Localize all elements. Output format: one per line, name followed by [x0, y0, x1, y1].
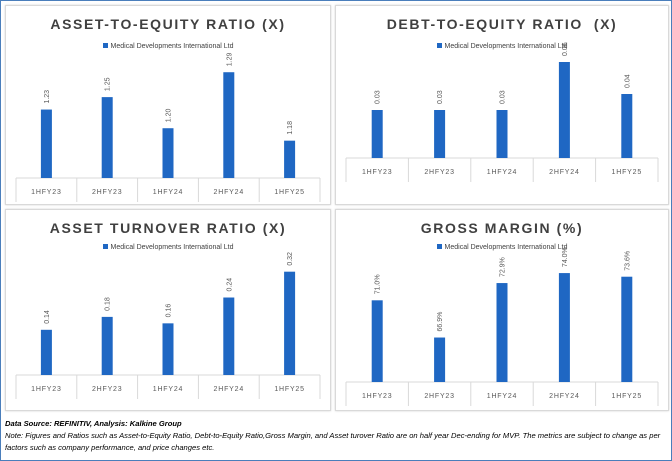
category-tick-label: 1HFY23: [31, 189, 61, 196]
bar: [496, 110, 508, 158]
bar: [434, 110, 446, 158]
chart-title: DEBT-TO-EQUITY RATIO (X): [386, 16, 618, 32]
category-tick-label: 2HFY24: [214, 386, 244, 393]
data-label: 71.0%: [375, 274, 382, 294]
debt-to-equity-chart: 0.03 1HFY23 0.03 2HFY23 0.03 1HFY24 0.06 2HFY24…: [345, 42, 659, 182]
data-label: 0.32: [287, 252, 294, 266]
data-label: 0.06: [562, 42, 569, 56]
data-label: 0.16: [166, 304, 173, 318]
category-tick-label: 2HFY23: [424, 169, 454, 176]
bar: [162, 323, 174, 375]
legend-swatch: [102, 42, 108, 48]
bar: [434, 337, 446, 382]
asset-turnover-chart: 0.14 1HFY23 0.18 2HFY23 0.16 1HFY24 0.24 2HFY24…: [15, 252, 321, 399]
legend-label: Medical Developments International Ltd: [110, 43, 234, 50]
data-label: 0.04: [624, 74, 631, 88]
data-label: 74.0%: [562, 247, 569, 267]
bar: [284, 140, 296, 178]
category-tick-label: 2HFY23: [92, 189, 122, 196]
bar: [284, 271, 296, 375]
category-tick-label: 2HFY24: [214, 189, 244, 196]
legend-swatch: [436, 243, 442, 249]
legend-label: Medical Developments International Ltd: [444, 244, 568, 251]
data-label: 1.18: [287, 121, 294, 135]
category-tick-label: 1HFY24: [487, 169, 517, 176]
bar: [40, 109, 52, 178]
category-tick-label: 2HFY23: [424, 393, 454, 400]
legend-swatch: [102, 243, 108, 249]
data-label: 0.03: [437, 90, 444, 104]
legend-label: Medical Developments International Ltd: [444, 43, 568, 50]
data-source-note: Data Source: REFINITIV, Analysis: Kalkin…: [5, 419, 182, 428]
category-tick-label: 1HFY25: [274, 189, 304, 196]
legend-label: Medical Developments International Ltd: [110, 244, 234, 251]
debt-to-equity-chart-panel: DEBT-TO-EQUITY RATIO (X) Medical Develop…: [335, 5, 669, 205]
chart-legend: Medical Developments International Ltd: [336, 243, 668, 251]
chart-title: ASSET TURNOVER RATIO (X): [49, 220, 287, 236]
category-tick-label: 1HFY24: [153, 189, 183, 196]
bar: [558, 62, 570, 158]
data-label: 0.18: [105, 297, 112, 311]
bar: [371, 300, 383, 382]
data-label: 0.03: [500, 90, 507, 104]
category-tick-label: 1HFY24: [153, 386, 183, 393]
chart-legend: Medical Developments International Ltd: [6, 243, 330, 251]
bar: [40, 329, 52, 375]
bar: [371, 110, 383, 158]
bar: [223, 297, 235, 375]
bar: [162, 128, 174, 178]
data-label: 1.23: [44, 90, 51, 104]
bar: [101, 316, 113, 375]
bar: [621, 276, 633, 382]
bar: [496, 283, 508, 382]
bar: [621, 94, 633, 158]
data-label: 1.20: [166, 108, 173, 122]
data-label: 1.25: [105, 77, 112, 91]
category-tick-label: 1HFY25: [612, 393, 642, 400]
data-label: 0.14: [44, 310, 51, 324]
legend-swatch: [436, 42, 442, 48]
data-label: 73.6%: [624, 251, 631, 271]
category-tick-label: 2HFY24: [549, 393, 579, 400]
category-tick-label: 1HFY23: [362, 169, 392, 176]
data-label: 0.03: [375, 90, 382, 104]
asset-to-equity-chart: 1.23 1HFY23 1.25 2HFY23 1.20 1HFY24 1.29 2HFY24…: [15, 52, 321, 202]
data-label: 0.24: [226, 278, 233, 292]
footer-notes: Data Source: REFINITIV, Analysis: Kalkin…: [5, 418, 669, 454]
category-tick-label: 1HFY23: [362, 393, 392, 400]
asset-turnover-chart-panel: ASSET TURNOVER RATIO (X) Medical Develop…: [5, 209, 331, 411]
bar: [223, 72, 235, 178]
category-tick-label: 1HFY25: [612, 169, 642, 176]
gross-margin-chart-panel: GROSS MARGIN (%) Medical Developments In…: [335, 209, 669, 411]
data-label: 1.29: [226, 52, 233, 66]
gross-margin-chart: 71.0% 1HFY23 66.9% 2HFY23 72.9% 1HFY24 74.0% 2H…: [345, 247, 659, 406]
asset-to-equity-chart-panel: ASSET-TO-EQUITY RATIO (X) Medical Develo…: [5, 5, 331, 205]
chart-title: ASSET-TO-EQUITY RATIO (X): [50, 16, 286, 32]
data-label: 66.9%: [437, 312, 444, 332]
bar: [558, 273, 570, 382]
data-label: 72.9%: [500, 257, 507, 277]
category-tick-label: 1HFY25: [274, 386, 304, 393]
disclaimer-note: Note: Figures and Ratios such as Asset-t…: [5, 431, 661, 452]
chart-legend: Medical Developments International Ltd: [6, 42, 330, 50]
category-tick-label: 1HFY24: [487, 393, 517, 400]
category-tick-label: 2HFY23: [92, 386, 122, 393]
category-tick-label: 2HFY24: [549, 169, 579, 176]
chart-legend: Medical Developments International Ltd: [336, 42, 668, 50]
bar: [101, 97, 113, 178]
category-tick-label: 1HFY23: [31, 386, 61, 393]
chart-title: GROSS MARGIN (%): [420, 220, 584, 236]
